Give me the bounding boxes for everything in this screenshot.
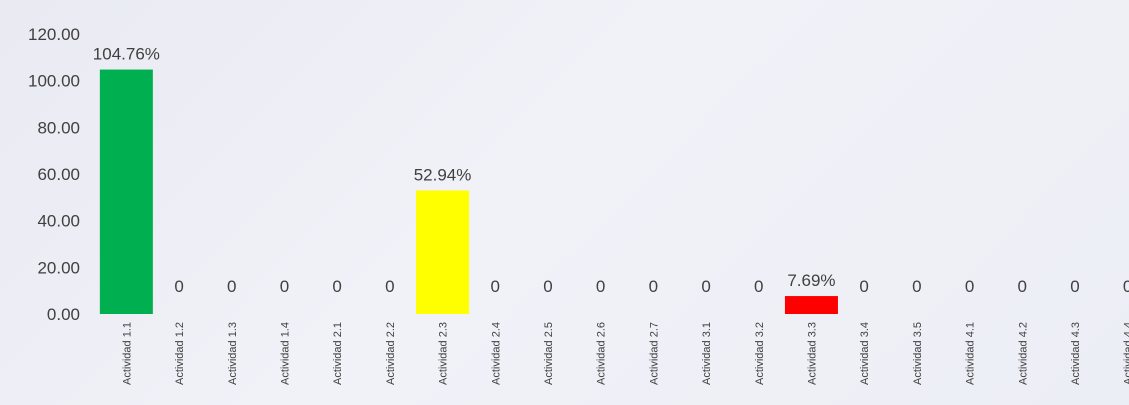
x-tick-label: Actividad 3.3 (806, 322, 818, 385)
data-label: 0 (543, 277, 552, 296)
data-label: 0 (227, 277, 236, 296)
data-label: 0 (649, 277, 658, 296)
x-tick-label: Actividad 3.5 (912, 322, 924, 385)
data-label: 0 (491, 277, 500, 296)
y-tick-label: 120.00 (28, 25, 80, 44)
data-label: 0 (385, 277, 394, 296)
data-label: 7.69% (787, 271, 835, 290)
data-label: 0 (701, 277, 710, 296)
y-axis: 0.00 20.00 40.00 60.00 80.00 100.00 120.00 (28, 25, 80, 324)
x-tick-label: Actividad 1.2 (174, 322, 186, 385)
y-tick-label: 60.00 (37, 165, 80, 184)
data-labels: 104.76% 0 0 0 0 0 52.94% 0 0 0 0 0 0 7.69% 0 0 0 0 0 0 (93, 45, 1129, 296)
y-tick-label: 0.00 (47, 305, 80, 324)
x-tick-label: Actividad 2.1 (332, 322, 344, 385)
x-tick-label: Actividad 2.7 (648, 322, 660, 385)
data-label: 0 (1123, 277, 1129, 296)
data-label: 0 (596, 277, 605, 296)
x-tick-label: Actividad 3.1 (701, 322, 713, 385)
bar (784, 296, 838, 314)
data-label: 0 (174, 277, 183, 296)
data-label: 0 (859, 277, 868, 296)
data-label: 0 (965, 277, 974, 296)
x-tick-label: Actividad 2.4 (490, 322, 502, 385)
x-tick-label: Actividad 4.3 (1070, 322, 1082, 385)
x-tick-label: Actividad 2.3 (438, 322, 450, 385)
data-label: 0 (280, 277, 289, 296)
x-tick-label: Actividad 1.1 (121, 322, 133, 385)
x-tick-label: Actividad 1.4 (279, 322, 291, 385)
x-tick-label: Actividad 4.2 (1017, 322, 1029, 385)
data-label: 0 (1018, 277, 1027, 296)
y-tick-label: 100.00 (28, 72, 80, 91)
x-tick-label: Actividad 3.2 (754, 322, 766, 385)
x-tick-label: Actividad 1.3 (227, 322, 239, 385)
x-tick-label: Actividad 3.4 (859, 322, 871, 385)
data-label: 0 (754, 277, 763, 296)
data-label: 0 (332, 277, 341, 296)
data-label: 0 (1070, 277, 1079, 296)
bars (99, 69, 838, 314)
y-tick-label: 40.00 (37, 212, 80, 231)
data-label: 104.76% (93, 45, 160, 64)
x-tick-label: Actividad 2.5 (543, 322, 555, 385)
x-tick-label: Actividad 2.2 (385, 322, 397, 385)
x-tick-label: Actividad 4.1 (965, 322, 977, 385)
x-tick-label: Actividad 4.4 (1123, 322, 1129, 385)
x-tick-label: Actividad 2.6 (596, 322, 608, 385)
y-tick-label: 80.00 (37, 118, 80, 137)
bar (99, 69, 153, 314)
data-label: 0 (912, 277, 921, 296)
bar (416, 190, 470, 314)
x-axis: Actividad 1.1 Actividad 1.2 Actividad 1.3 A… (121, 322, 1129, 385)
data-label: 52.94% (414, 165, 472, 184)
y-tick-label: 20.00 (37, 258, 80, 277)
